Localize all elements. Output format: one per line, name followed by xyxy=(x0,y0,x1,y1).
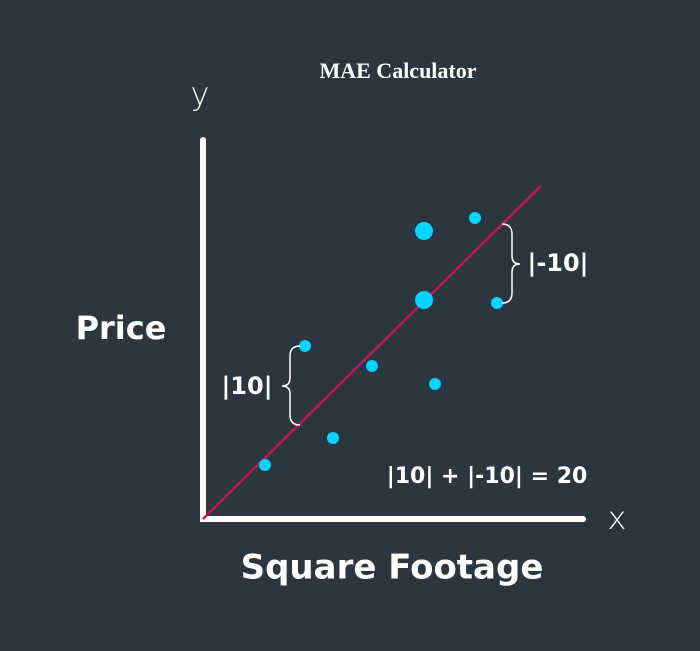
point xyxy=(366,360,378,372)
point xyxy=(415,222,433,240)
right-brace xyxy=(501,223,521,304)
left-error: |10| xyxy=(222,372,273,400)
point xyxy=(259,459,271,471)
point xyxy=(299,340,311,352)
point xyxy=(415,291,433,309)
point xyxy=(327,432,339,444)
y-label: Price xyxy=(76,309,167,347)
points xyxy=(259,212,503,471)
title: MAE Calculator xyxy=(319,58,476,83)
y-letter: y xyxy=(191,75,210,113)
sum: |10| + |-10| = 20 xyxy=(387,464,588,489)
right-error: |-10| xyxy=(528,249,589,277)
x-label: Square Footage xyxy=(241,548,544,588)
point xyxy=(429,378,441,390)
point xyxy=(491,297,503,309)
x-letter: x xyxy=(608,499,627,537)
point xyxy=(469,212,481,224)
left-brace xyxy=(281,345,301,426)
